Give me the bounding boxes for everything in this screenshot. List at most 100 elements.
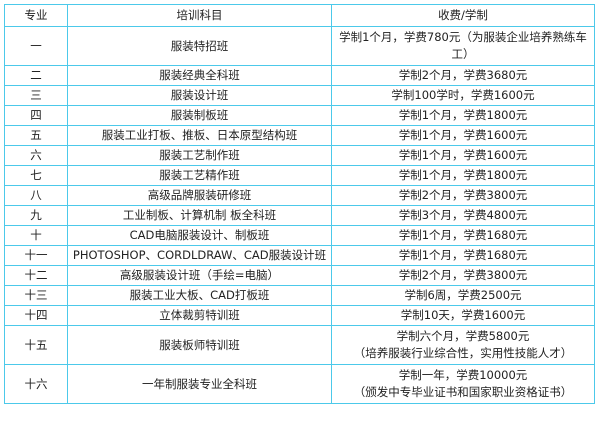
course-cell-text: 服装板师特训班 <box>159 337 240 352</box>
course-cell: 服装工业打板、推板、日本原型结构班 <box>67 125 332 146</box>
course-cell: 服装工艺精作班 <box>67 165 332 186</box>
table-header-row: 专业 培训科目 收费/学制 <box>4 4 595 27</box>
fee-cell: 学制一年，学费10000元 （颁发中专毕业证书和国家职业资格证书） <box>331 364 595 404</box>
major-number-cell-text: 十六 <box>24 376 48 391</box>
course-cell-text: 服装工艺精作班 <box>159 168 240 182</box>
major-number-cell: 十 <box>4 225 68 246</box>
table-row: 二 服装经典全科班 学制2个月，学费3680元 <box>4 65 595 86</box>
course-cell: PHOTOSHOP、CORDLDRAW、CAD服装设计班 <box>67 245 332 266</box>
major-number-cell: 十三 <box>4 285 68 306</box>
table-row: 五 服装工业打板、推板、日本原型结构班 学制1个月，学费1600元 <box>4 125 595 146</box>
major-number-cell: 十一 <box>4 245 68 266</box>
course-cell-text: 立体裁剪特训班 <box>159 308 240 322</box>
table-row: 十 CAD电脑服装设计、制板班 学制1个月，学费1680元 <box>4 225 595 246</box>
course-cell: CAD电脑服装设计、制板班 <box>67 225 332 246</box>
fee-cell: 学制3个月，学费4800元 <box>331 205 595 226</box>
course-cell-text: 高级品牌服装研修班 <box>147 188 252 202</box>
course-cell-text: 工业制板、计算机制 板全科班 <box>122 208 277 222</box>
course-cell: 高级服装设计班（手绘=电脑） <box>67 265 332 286</box>
major-number-cell-text: 一 <box>30 38 42 53</box>
fee-cell-text: 学制1个月，学费1800元 <box>398 168 528 182</box>
fee-cell-text: 学制6周，学费2500元 <box>404 288 522 302</box>
major-number-cell-text: 八 <box>30 188 42 202</box>
major-number-cell: 十六 <box>4 364 68 404</box>
course-cell-text: 服装经典全科班 <box>159 68 240 82</box>
course-cell: 立体裁剪特训班 <box>67 305 332 326</box>
fee-cell: 学制1个月，学费1600元 <box>331 145 595 166</box>
table-row: 八 高级品牌服装研修班 学制2个月，学费3800元 <box>4 185 595 206</box>
fee-note: （颁发中专毕业证书和国家职业资格证书） <box>353 385 573 399</box>
course-cell-text: 一年制服装专业全科班 <box>142 376 257 391</box>
fee-cell: 学制六个月，学费5800元 （培养服装行业综合性，实用性技能人才） <box>331 325 595 365</box>
header-fee: 收费/学制 <box>331 4 595 27</box>
table-row: 十四 立体裁剪特训班 学制10天，学费1600元 <box>4 305 595 326</box>
fee-cell-text: 学制六个月，学费5800元 <box>396 329 530 343</box>
major-number-cell-text: 五 <box>30 128 42 142</box>
major-number-cell: 九 <box>4 205 68 226</box>
course-cell: 服装工业大板、CAD打板班 <box>67 285 332 306</box>
table-row: 四 服装制板班 学制1个月，学费1800元 <box>4 105 595 126</box>
major-number-cell-text: 三 <box>30 88 42 102</box>
fee-cell-text: 学制1个月，学费780元（为服装企业培养熟练车工） <box>339 30 587 61</box>
table-row: 十六 一年制服装专业全科班 学制一年，学费10000元 （颁发中专毕业证书和国家职业资… <box>4 364 595 404</box>
major-number-cell: 二 <box>4 65 68 86</box>
course-cell-text: 高级服装设计班（手绘=电脑） <box>119 268 280 282</box>
fee-cell: 学制10天，学费1600元 <box>331 305 595 326</box>
course-cell: 服装工艺制作班 <box>67 145 332 166</box>
course-cell-text: 服装工艺制作班 <box>159 148 240 162</box>
fee-cell-text: 学制3个月，学费4800元 <box>398 208 528 222</box>
fee-cell-text: 学制1个月，学费1600元 <box>398 128 528 142</box>
course-cell: 一年制服装专业全科班 <box>67 364 332 404</box>
fee-cell: 学制1个月，学费1800元 <box>331 165 595 186</box>
course-cell: 服装设计班 <box>67 85 332 106</box>
major-number-cell: 八 <box>4 185 68 206</box>
course-cell-text: 服装工业打板、推板、日本原型结构班 <box>101 128 298 142</box>
major-number-cell-text: 十三 <box>24 288 48 302</box>
major-number-cell-text: 十二 <box>24 268 48 282</box>
course-cell: 高级品牌服装研修班 <box>67 185 332 206</box>
fee-cell-text: 学制1个月，学费1680元 <box>398 248 528 262</box>
major-number-cell-text: 九 <box>30 208 42 222</box>
course-cell: 服装板师特训班 <box>67 325 332 365</box>
fee-cell-text: 学制1个月，学费1800元 <box>398 108 528 122</box>
fee-cell: 学制1个月，学费1680元 <box>331 225 595 246</box>
table-row: 七 服装工艺精作班 学制1个月，学费1800元 <box>4 165 595 186</box>
table-row: 三 服装设计班 学制100学时，学费1600元 <box>4 85 595 106</box>
major-number-cell: 十二 <box>4 265 68 286</box>
major-number-cell-text: 十一 <box>24 248 48 262</box>
major-number-cell: 一 <box>4 26 68 66</box>
fee-cell-text: 学制10天，学费1600元 <box>400 308 526 322</box>
fee-cell-text: 学制一年，学费10000元 <box>398 368 528 382</box>
fee-cell-text: 学制2个月，学费3800元 <box>398 268 528 282</box>
major-number-cell: 四 <box>4 105 68 126</box>
fee-cell: 学制1个月，学费1800元 <box>331 105 595 126</box>
fee-cell: 学制1个月，学费780元（为服装企业培养熟练车工） <box>331 26 595 66</box>
course-cell: 服装特招班 <box>67 26 332 66</box>
course-cell-text: CAD电脑服装设计、制板班 <box>129 228 270 242</box>
fee-cell: 学制100学时，学费1600元 <box>331 85 595 106</box>
major-number-cell: 六 <box>4 145 68 166</box>
table-row: 十五 服装板师特训班 学制六个月，学费5800元 （培养服装行业综合性，实用性技能人才… <box>4 325 595 365</box>
major-number-cell-text: 十五 <box>24 337 48 352</box>
header-course: 培训科目 <box>67 4 332 27</box>
header-major: 专业 <box>4 4 68 27</box>
fee-cell-text: 学制2个月，学费3680元 <box>398 68 528 82</box>
major-number-cell-text: 十 <box>30 228 42 242</box>
fee-cell: 学制6周，学费2500元 <box>331 285 595 306</box>
course-cell-text: 服装特招班 <box>170 38 229 53</box>
course-cell-text: 服装设计班 <box>170 88 229 102</box>
course-cell-text: 服装工业大板、CAD打板班 <box>129 288 270 302</box>
table-row: 一 服装特招班 学制1个月，学费780元（为服装企业培养熟练车工） <box>4 26 595 66</box>
fee-cell-text: 学制1个月，学费1680元 <box>398 228 528 242</box>
major-number-cell: 十五 <box>4 325 68 365</box>
fee-note: （培养服装行业综合性，实用性技能人才） <box>353 346 573 360</box>
major-number-cell-text: 二 <box>30 68 42 82</box>
fee-cell: 学制2个月，学费3800元 <box>331 185 595 206</box>
major-number-cell: 五 <box>4 125 68 146</box>
table-row: 十三 服装工业大板、CAD打板班 学制6周，学费2500元 <box>4 285 595 306</box>
table-row: 十二 高级服装设计班（手绘=电脑） 学制2个月，学费3800元 <box>4 265 595 286</box>
fee-cell: 学制1个月，学费1600元 <box>331 125 595 146</box>
course-cell: 工业制板、计算机制 板全科班 <box>67 205 332 226</box>
major-number-cell: 七 <box>4 165 68 186</box>
major-number-cell-text: 六 <box>30 148 42 162</box>
